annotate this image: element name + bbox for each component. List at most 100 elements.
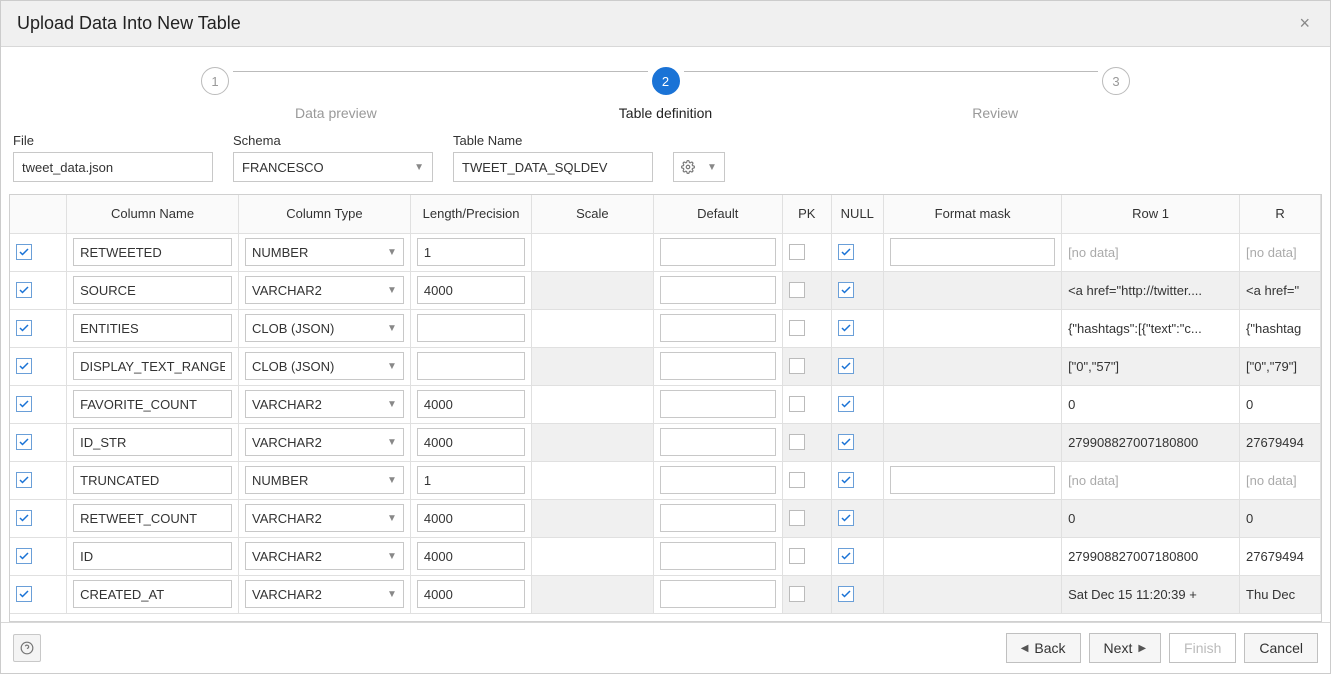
column-type-select[interactable]: VARCHAR2 ▼ [245,390,404,418]
column-name-input[interactable] [73,390,232,418]
default-input[interactable] [660,314,776,342]
include-checkbox[interactable] [16,548,32,564]
default-input[interactable] [660,542,776,570]
column-name-input[interactable] [73,314,232,342]
length-input[interactable] [417,238,525,266]
length-input[interactable] [417,276,525,304]
null-checkbox[interactable] [838,244,854,260]
file-input[interactable] [13,152,213,182]
chevron-down-icon: ▼ [387,399,397,410]
column-name-input[interactable] [73,238,232,266]
schema-select[interactable]: FRANCESCO ▼ [233,152,433,182]
row1-value: 0 [1068,511,1075,526]
null-checkbox[interactable] [838,282,854,298]
back-button[interactable]: ◀ Back [1006,633,1081,663]
format-mask-input[interactable] [890,466,1055,494]
include-checkbox[interactable] [16,396,32,412]
default-input[interactable] [660,504,776,532]
pk-checkbox[interactable] [789,510,805,526]
column-type-value: VARCHAR2 [252,549,322,564]
include-checkbox[interactable] [16,510,32,526]
help-button[interactable] [13,634,41,662]
pk-checkbox[interactable] [789,472,805,488]
column-type-select[interactable]: CLOB (JSON)▼ [245,352,404,380]
column-name-input[interactable] [73,466,232,494]
length-input[interactable] [417,352,525,380]
chevron-down-icon: ▼ [387,589,397,600]
length-input[interactable] [417,542,525,570]
default-input[interactable] [660,466,776,494]
default-input[interactable] [660,428,776,456]
default-input[interactable] [660,352,776,380]
pk-checkbox[interactable] [789,396,805,412]
footer-buttons: ◀ Back Next ▶ Finish Cancel [1006,633,1318,663]
row1-value: {"hashtags":[{"text":"c... [1068,321,1202,336]
length-input[interactable] [417,428,525,456]
column-name-input[interactable] [73,276,232,304]
include-checkbox[interactable] [16,244,32,260]
pk-checkbox[interactable] [789,244,805,260]
row2-value: 0 [1246,511,1253,526]
length-input[interactable] [417,504,525,532]
pk-checkbox[interactable] [789,548,805,564]
settings-button[interactable]: ▼ [673,152,725,182]
include-checkbox[interactable] [16,434,32,450]
null-checkbox[interactable] [838,320,854,336]
format-mask-input[interactable] [890,238,1055,266]
pk-checkbox[interactable] [789,434,805,450]
pk-checkbox[interactable] [789,320,805,336]
column-type-select[interactable]: NUMBER▼ [245,238,404,266]
default-input[interactable] [660,580,776,608]
include-checkbox[interactable] [16,586,32,602]
column-type-value: VARCHAR2 [252,397,322,412]
column-name-input[interactable] [73,352,232,380]
column-type-select[interactable]: VARCHAR2▼ [245,504,404,532]
include-checkbox[interactable] [16,358,32,374]
null-checkbox[interactable] [838,586,854,602]
column-name-input[interactable] [73,580,232,608]
column-type-select[interactable]: VARCHAR2▼ [245,276,404,304]
column-name-input[interactable] [73,504,232,532]
column-type-select[interactable]: VARCHAR2▼ [245,428,404,456]
null-checkbox[interactable] [838,548,854,564]
column-type-select[interactable]: NUMBER▼ [245,466,404,494]
default-input[interactable] [660,276,776,304]
length-input[interactable] [417,314,525,342]
include-checkbox[interactable] [16,320,32,336]
null-checkbox[interactable] [838,358,854,374]
cancel-label: Cancel [1259,640,1303,656]
include-checkbox[interactable] [16,472,32,488]
default-input[interactable] [660,238,776,266]
column-name-input[interactable] [73,542,232,570]
pk-checkbox[interactable] [789,358,805,374]
header-row2: R [1240,195,1321,233]
table-name-group: Table Name [453,133,653,182]
column-type-select[interactable]: VARCHAR2▼ [245,580,404,608]
column-type-select[interactable]: VARCHAR2▼ [245,542,404,570]
pk-checkbox[interactable] [789,282,805,298]
table-row: NUMBER▼[no data][no data] [10,461,1321,499]
column-type-select[interactable]: CLOB (JSON)▼ [245,314,404,342]
step-1[interactable]: 1 [201,67,229,95]
null-checkbox[interactable] [838,510,854,526]
include-checkbox[interactable] [16,282,32,298]
null-checkbox[interactable] [838,434,854,450]
next-button[interactable]: Next ▶ [1089,633,1162,663]
column-name-input[interactable] [73,428,232,456]
null-checkbox[interactable] [838,472,854,488]
header-scale: Scale [532,195,653,233]
close-icon[interactable]: × [1295,13,1314,34]
columns-grid-wrap[interactable]: Column Name Column Type Length/Precision… [9,194,1322,622]
length-input[interactable] [417,466,525,494]
length-input[interactable] [417,390,525,418]
table-row: CLOB (JSON)▼["0","57"]["0","79"] [10,347,1321,385]
cancel-button[interactable]: Cancel [1244,633,1318,663]
length-input[interactable] [417,580,525,608]
default-input[interactable] [660,390,776,418]
step-2[interactable]: 2 [652,67,680,95]
step-3[interactable]: 3 [1102,67,1130,95]
table-name-input[interactable] [453,152,653,182]
form-row: File Schema FRANCESCO ▼ Table Name ▼ [1,133,1330,194]
pk-checkbox[interactable] [789,586,805,602]
null-checkbox[interactable] [838,396,854,412]
